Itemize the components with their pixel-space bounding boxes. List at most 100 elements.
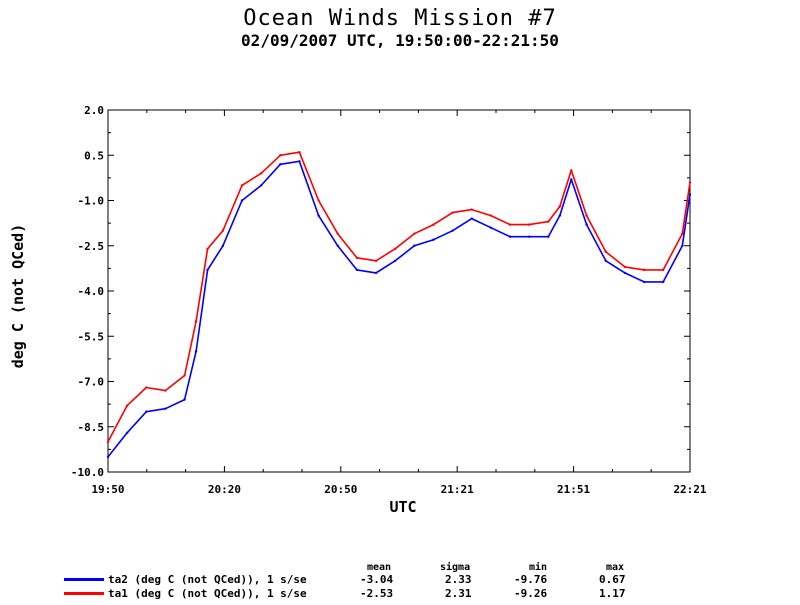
legend-header-mean: mean [367, 562, 392, 573]
data-point-ta2 [279, 163, 282, 166]
chart-title: Ocean Winds Mission #7 [243, 6, 557, 31]
legend-swatch-ta1 [64, 592, 104, 595]
y-tick-label: -7.0 [78, 376, 105, 389]
data-point-ta1 [527, 223, 531, 226]
data-point-ta1 [604, 250, 607, 253]
legend-min-ta2: -9.76 [514, 573, 548, 586]
x-tick-label: 21:51 [557, 483, 590, 496]
series-line-ta1 [107, 151, 691, 443]
legend-header-min: min [529, 562, 548, 573]
data-point-ta2 [604, 259, 607, 263]
data-point-ta2 [355, 268, 359, 272]
data-point-ta1 [183, 374, 186, 377]
data-point-ta2 [508, 235, 512, 238]
data-point-ta2 [489, 226, 493, 229]
data-point-ta2 [125, 431, 129, 434]
data-point-ta1 [259, 172, 263, 175]
data-point-ta1 [164, 389, 167, 392]
data-point-ta1 [393, 247, 397, 250]
y-tick-label: -8.5 [78, 421, 105, 434]
y-tick-label: -4.0 [78, 285, 105, 298]
legend-header-max: max [606, 562, 625, 573]
data-point-ta1 [558, 205, 562, 208]
legend-mean-ta1: -2.53 [360, 587, 394, 600]
legend-min-ta1: -9.26 [514, 587, 548, 600]
data-point-ta1 [206, 247, 209, 250]
data-point-ta2 [413, 244, 416, 247]
y-tick-label: -2.5 [78, 240, 105, 253]
data-point-ta2 [106, 455, 110, 459]
data-point-ta1 [681, 232, 684, 235]
legend-mean-ta2: -3.04 [360, 573, 394, 586]
data-point-ta2 [681, 244, 684, 247]
data-point-ta2 [393, 259, 397, 263]
y-axis-label: deg C (not QCed) [9, 224, 27, 369]
data-point-ta1 [432, 223, 435, 226]
data-point-ta1 [221, 229, 225, 232]
legend-sigma-ta1: 2.31 [445, 587, 472, 600]
y-tick-label: -1.0 [78, 195, 105, 208]
legend-max-ta2: 0.67 [599, 573, 626, 586]
data-point-ta2 [642, 280, 646, 284]
data-point-ta1 [661, 268, 665, 272]
data-point-ta1 [585, 214, 588, 217]
data-point-ta1 [106, 440, 110, 444]
x-tick-label: 22:21 [673, 483, 706, 496]
series-line-ta2 [107, 160, 691, 458]
data-point-ta2 [164, 407, 167, 410]
y-tick-label: 0.5 [84, 149, 104, 162]
data-point-ta2 [570, 178, 573, 181]
data-point-ta1 [240, 184, 244, 187]
data-point-ta1 [355, 256, 359, 260]
data-point-ta2 [183, 398, 186, 401]
data-point-ta2 [145, 410, 148, 413]
data-point-ta1 [374, 259, 378, 263]
data-point-ta2 [547, 235, 550, 238]
legend-sigma-ta2: 2.33 [445, 573, 472, 586]
data-point-ta2 [432, 238, 435, 241]
data-point-ta1 [508, 223, 512, 226]
data-point-ta2 [558, 214, 562, 217]
data-point-ta2 [206, 268, 209, 272]
data-point-ta1 [298, 151, 301, 154]
data-point-ta1 [470, 208, 473, 211]
legend-label-ta1: ta1 (deg C (not QCed)), 1 s/se [108, 587, 307, 600]
data-point-ta1 [642, 268, 646, 272]
data-point-ta1 [145, 386, 148, 389]
data-point-ta1 [413, 232, 416, 235]
legend-header-sigma: sigma [440, 562, 471, 573]
data-point-ta1 [623, 265, 627, 269]
plot-frame [107, 109, 691, 473]
y-tick-label: -10.0 [71, 466, 104, 479]
data-point-ta2 [194, 350, 198, 353]
data-point-ta1 [336, 232, 339, 235]
data-point-ta2 [623, 271, 627, 275]
chart-subtitle: 02/09/2007 UTC, 19:50:00-22:21:50 [241, 31, 559, 50]
x-tick-label: 20:20 [208, 483, 241, 496]
y-tick-label: 2.0 [84, 104, 104, 117]
data-point-ta2 [317, 214, 320, 217]
data-point-ta1 [451, 211, 454, 214]
data-point-ta2 [259, 184, 263, 187]
data-point-ta1 [547, 220, 550, 223]
x-axis-label: UTC [389, 498, 416, 516]
data-point-ta2 [661, 280, 665, 284]
legend-swatch-ta2 [64, 578, 104, 581]
data-point-ta2 [374, 271, 378, 275]
data-point-ta2 [298, 160, 301, 163]
x-tick-label: 20:50 [324, 483, 357, 496]
legend-label-ta2: ta2 (deg C (not QCed)), 1 s/se [108, 573, 307, 586]
data-point-ta1 [570, 169, 573, 172]
data-point-ta1 [489, 214, 493, 217]
data-point-ta2 [221, 244, 225, 247]
data-point-ta2 [585, 223, 588, 226]
data-point-ta1 [688, 181, 692, 184]
data-point-ta2 [527, 235, 531, 238]
data-point-ta1 [317, 199, 320, 202]
data-point-ta1 [125, 404, 129, 407]
data-point-ta2 [470, 217, 473, 220]
data-point-ta2 [688, 193, 692, 196]
x-tick-label: 21:21 [441, 483, 474, 496]
data-point-ta2 [240, 199, 244, 202]
